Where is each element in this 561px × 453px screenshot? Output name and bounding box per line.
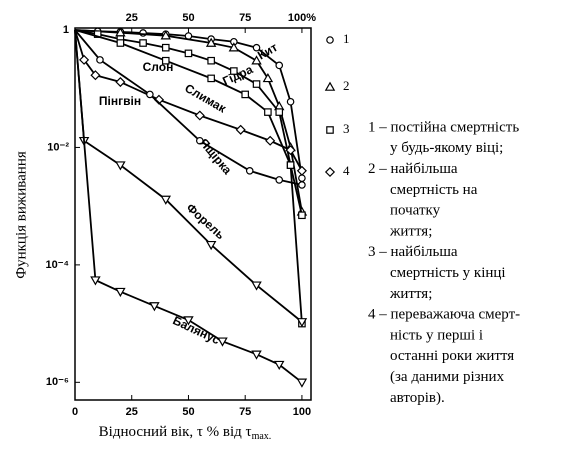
data-point [275, 108, 284, 116]
note-line: ність у перші і [390, 327, 483, 343]
data-point [296, 378, 308, 388]
note-line: смертність у кінці [390, 265, 506, 281]
note-line: смертність на [390, 182, 478, 198]
note-line: початку [390, 203, 441, 219]
legend-marker [326, 126, 334, 134]
data-point [96, 56, 104, 64]
plot-frame [74, 27, 312, 401]
data-point [79, 54, 90, 65]
note-line: 2 – найбільша [368, 161, 458, 177]
x-tick-label: 100 [293, 406, 311, 418]
y-axis-label: Функція виживання [13, 151, 29, 279]
data-point [205, 240, 217, 251]
x-tick-label: 50 [182, 406, 194, 418]
y-tick-label: 10⁻⁴ [46, 259, 69, 271]
x-axis-label-sub: max. [252, 431, 272, 442]
data-point [241, 90, 249, 99]
series-label: Форель [184, 201, 228, 243]
data-point [228, 42, 240, 52]
note-line: останні роки життя [390, 348, 514, 364]
x-tick-label: 25 [126, 406, 138, 418]
data-point [296, 165, 307, 176]
data-point [286, 161, 295, 169]
data-point [90, 70, 101, 81]
data-point [90, 276, 101, 286]
data-point [262, 72, 274, 83]
data-point [264, 108, 272, 116]
data-point [230, 67, 238, 75]
top-tick-label: 100% [288, 12, 316, 24]
data-point [296, 318, 308, 328]
note-line: (за даними різних [390, 369, 505, 385]
series-label: Кит [255, 40, 280, 62]
data-point [275, 176, 284, 184]
data-point [194, 110, 205, 121]
data-point [115, 76, 126, 88]
data-point [115, 287, 126, 298]
note-line: авторів). [390, 390, 445, 406]
legend-label: 3 [343, 121, 350, 136]
legend-label: 2 [343, 78, 350, 93]
data-point [146, 90, 154, 99]
legend-label: 1 [343, 31, 350, 46]
y-tick-label: 10⁻⁶ [46, 376, 69, 388]
legend-label: 4 [343, 163, 350, 178]
data-point [274, 360, 285, 371]
data-point [251, 281, 262, 291]
data-point [207, 74, 215, 83]
note-line: життя; [389, 223, 432, 239]
note-line: 4 – переважаюча смерт- [368, 307, 520, 323]
data-point [115, 161, 126, 171]
series-label: Пінгвін [99, 94, 141, 108]
data-point [298, 174, 306, 182]
data-point [183, 316, 194, 326]
legend-marker [326, 36, 334, 44]
legend-marker [324, 166, 336, 178]
data-point [252, 43, 261, 52]
x-axis-label: Відносний вік, τ % від τmax. [99, 424, 272, 442]
data-point [196, 136, 204, 145]
data-point [298, 181, 306, 189]
data-point [160, 195, 171, 205]
x-tick-label: 75 [239, 406, 251, 418]
data-point [161, 56, 170, 65]
note-line: життя; [389, 286, 432, 302]
data-point [298, 211, 306, 220]
data-point [235, 124, 246, 135]
data-point [251, 350, 262, 360]
data-point [139, 39, 147, 47]
data-point [161, 43, 170, 52]
y-tick-label: 10⁻² [47, 141, 69, 153]
data-point [275, 61, 284, 70]
series-label: Балянус [171, 313, 223, 347]
top-tick-label: 25 [126, 12, 138, 24]
y-tick-label: 1 [63, 24, 69, 36]
note-line: у будь-якому віці; [390, 140, 503, 156]
data-point [217, 337, 228, 347]
data-point [116, 39, 125, 47]
data-point [251, 55, 262, 65]
data-point [207, 56, 215, 65]
data-point [149, 302, 160, 312]
note-line: 3 – найбільша [368, 244, 458, 260]
top-tick-label: 50 [182, 12, 194, 24]
series-line [74, 29, 303, 172]
legend-marker [324, 81, 336, 91]
data-point [205, 37, 217, 47]
series-line [74, 29, 303, 216]
data-point [160, 30, 171, 40]
series-label: Ящірка [197, 136, 235, 177]
data-point [184, 49, 193, 58]
data-point [245, 167, 254, 175]
series-line [74, 29, 303, 213]
top-tick-label: 75 [239, 12, 251, 24]
data-point [265, 135, 276, 146]
data-point [252, 80, 261, 88]
data-point [286, 97, 295, 106]
data-point [285, 145, 296, 156]
x-axis-label-main: Відносний вік, τ % від τ [99, 424, 252, 440]
x-tick-label: 0 [72, 406, 78, 418]
note-line: 1 – постійна смертність [368, 119, 519, 135]
